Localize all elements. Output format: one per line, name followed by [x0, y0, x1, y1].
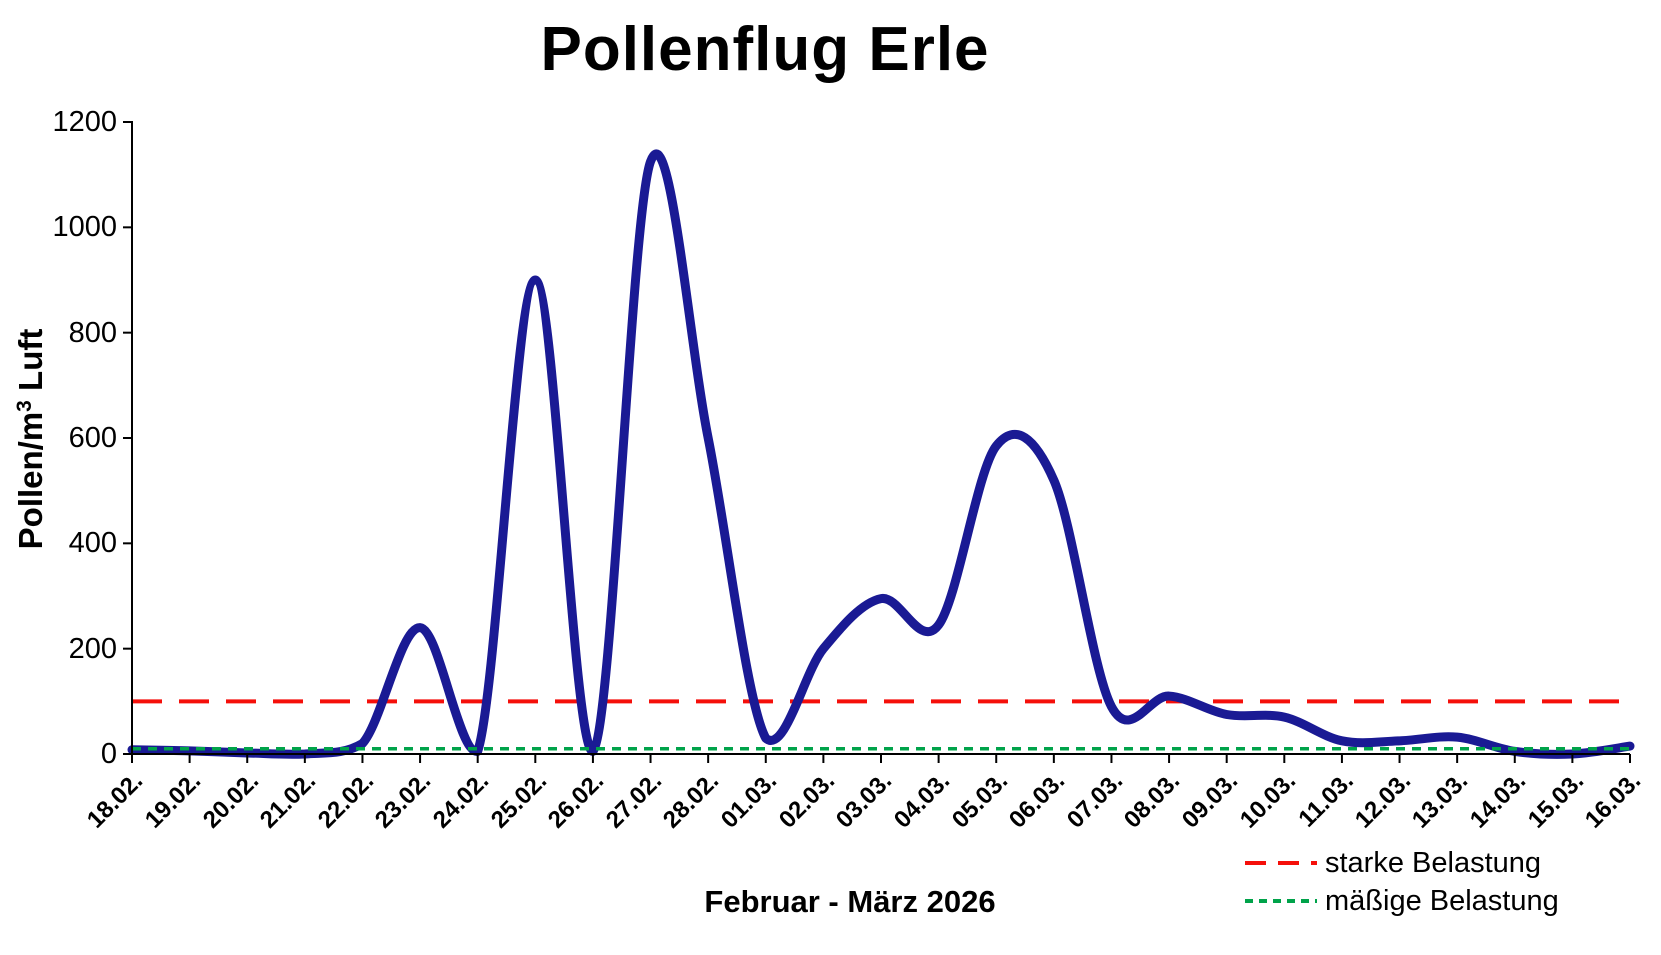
y-tick-label: 200 [68, 632, 117, 665]
y-tick-label: 600 [68, 422, 117, 454]
legend-row-moderate-load: mäßige Belastung [1243, 882, 1559, 920]
y-tick-label: 400 [68, 527, 117, 560]
y-tick-label: 1200 [52, 106, 117, 138]
y-axis-title-superscript: 3 [13, 400, 36, 412]
legend: starke Belastung mäßige Belastung [1243, 844, 1559, 920]
y-axis-title: Pollen/m3 Luft [12, 239, 50, 639]
legend-label-moderate-load: mäßige Belastung [1325, 884, 1559, 917]
x-axis-title: Februar - März 2026 [704, 884, 996, 919]
pollen-series-curve [127, 149, 1635, 759]
y-axis-title-text: Pollen/m [12, 411, 49, 550]
y-tick-label: 1000 [52, 211, 117, 244]
legend-label-strong-load: starke Belastung [1325, 846, 1542, 879]
chart-title: Pollenflug Erle [540, 15, 990, 84]
legend-row-strong-load: starke Belastung [1243, 844, 1559, 882]
y-tick-label: 0 [100, 738, 117, 770]
y-tick-label: 800 [68, 316, 117, 349]
y-axis-title-unit: Luft [12, 328, 49, 401]
strong-load-dash-swatch [1245, 861, 1317, 865]
moderate-load-dash-swatch [1245, 899, 1317, 903]
